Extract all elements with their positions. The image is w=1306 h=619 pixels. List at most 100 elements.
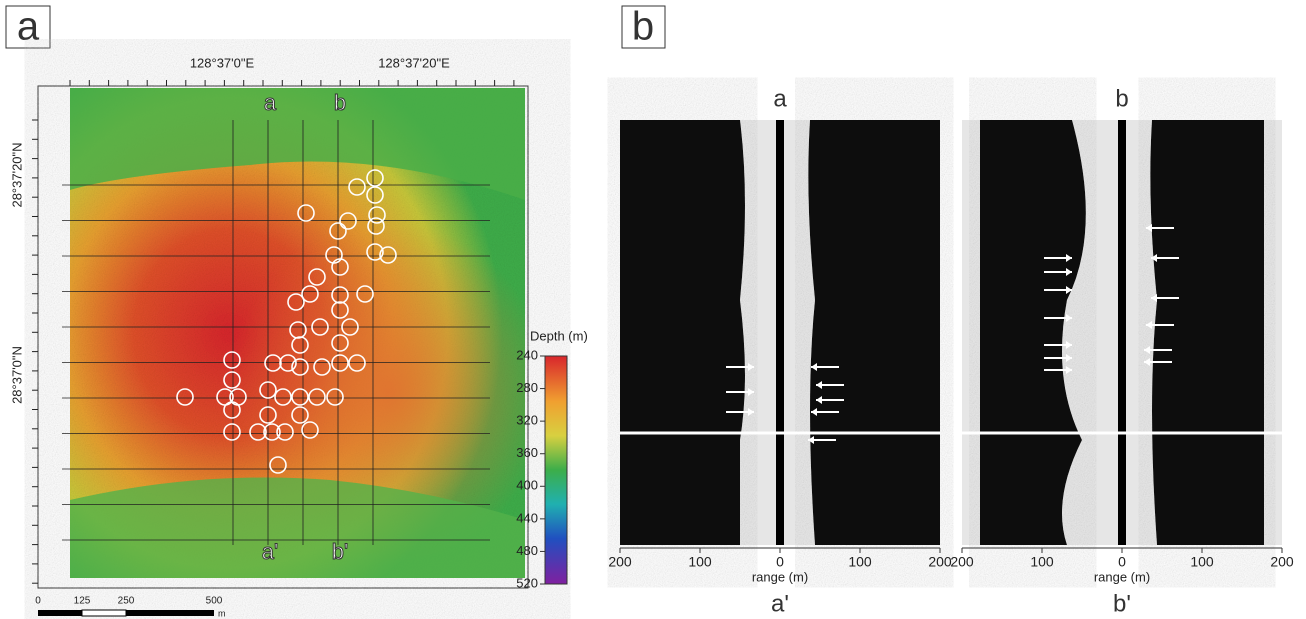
axis-tick-label: 200: [928, 554, 952, 570]
scale-unit: m: [218, 608, 226, 618]
colorbar-ticks: 240 280 320 360 400 440 480 520: [516, 347, 545, 590]
arrow-head: [1151, 254, 1157, 262]
site-marker: [291, 406, 309, 424]
profile-label: b': [1113, 590, 1131, 617]
axis-title: range (m): [1094, 569, 1150, 584]
panel-label-box: [5, 5, 51, 49]
axis-tick-label: 0: [1118, 554, 1126, 570]
arrow-head: [808, 436, 814, 444]
axis-tick-label: 200: [608, 554, 632, 570]
site-marker: [279, 354, 297, 372]
panel-label: a: [17, 5, 40, 49]
site-marker: [291, 336, 309, 354]
arrow-head: [1144, 358, 1150, 366]
site-marker: [366, 186, 384, 204]
profile-label: b: [1115, 85, 1128, 112]
arrow-head: [1066, 254, 1072, 262]
site-marker: [176, 388, 194, 406]
arrow-head: [748, 388, 754, 396]
site-marker: [329, 222, 347, 240]
arrow-head: [1066, 314, 1072, 322]
profile-label: a: [773, 85, 787, 112]
profile-label: a': [771, 590, 789, 617]
site-marker: [379, 246, 397, 264]
axis-tick-label: 100: [1190, 554, 1214, 570]
axis-tick-label: 0: [776, 554, 784, 570]
site-marker: [313, 358, 331, 376]
lat-label: 28°37'20"N: [9, 142, 24, 207]
site-marker: [308, 268, 326, 286]
site-marker: [331, 334, 349, 352]
site-marker: [274, 388, 292, 406]
site-marker: [325, 246, 343, 264]
arrow-head: [1144, 346, 1150, 354]
scale-label: 0: [35, 596, 41, 607]
profile-label: a: [264, 90, 277, 115]
axis-tick-label: 200: [1270, 554, 1294, 570]
axis-tick-label: 100: [1030, 554, 1054, 570]
lat-label: 28°37'0"N: [9, 346, 24, 404]
scale-segment: [81, 609, 127, 617]
axis-tick-label: 100: [848, 554, 872, 570]
site-marker: [308, 388, 326, 406]
site-marker: [263, 423, 281, 441]
colorbar: [544, 355, 568, 585]
nadir: [1118, 120, 1126, 545]
site-marker: [264, 354, 282, 372]
site-marker: [331, 354, 349, 372]
site-marker: [287, 293, 305, 311]
site-markers: [176, 169, 397, 474]
arrow-head: [1066, 366, 1072, 374]
profile-label: b': [332, 539, 348, 564]
sonar-return: [620, 120, 745, 545]
profile-label: a': [262, 539, 278, 564]
arrow-head: [1066, 286, 1072, 294]
axis-tick-label: 200: [950, 554, 974, 570]
panel-label-box: [621, 5, 666, 49]
site-marker: [276, 423, 294, 441]
site-marker: [356, 285, 374, 303]
colorbar-tick-label: 280: [516, 380, 538, 395]
arrow-head: [1066, 341, 1072, 349]
bathymetry-map: [70, 88, 525, 578]
site-marker: [223, 351, 241, 369]
colorbar-tick-label: 480: [516, 543, 538, 558]
site-marker: [326, 388, 344, 406]
site-marker: [339, 212, 357, 230]
site-marker: [348, 354, 366, 372]
arrow-head: [1146, 224, 1152, 232]
sonar-return: [1150, 120, 1264, 545]
site-marker: [311, 318, 329, 336]
colorbar-tick-label: 440: [516, 510, 538, 525]
site-marker: [259, 406, 277, 424]
colorbar-tick-label: 400: [516, 478, 538, 493]
profile-label: b: [334, 90, 346, 115]
arrow-head: [816, 381, 822, 389]
lon-label: 128°37'0"E: [190, 55, 255, 70]
arrow-head: [748, 408, 754, 416]
arrow-head: [811, 408, 817, 416]
scale-label: 500: [206, 596, 223, 607]
site-marker: [331, 258, 349, 276]
site-marker: [331, 286, 349, 304]
arrow-head: [811, 363, 817, 371]
site-marker: [223, 401, 241, 419]
site-marker: [301, 421, 319, 439]
scale-segment: [38, 610, 82, 616]
site-marker: [223, 371, 241, 389]
arrow-head: [1066, 354, 1072, 362]
scale-label: 250: [118, 596, 135, 607]
panel-label: b: [632, 5, 654, 49]
site-marker: [341, 318, 359, 336]
site-marker: [366, 169, 384, 187]
lon-label: 128°37'20"E: [378, 55, 450, 70]
site-marker: [249, 423, 267, 441]
site-marker: [348, 178, 366, 196]
axis-tick-label: 100: [688, 554, 712, 570]
site-marker: [269, 456, 287, 474]
sonar-return: [808, 120, 940, 545]
map-grid: [62, 120, 490, 545]
colorbar-tick-label: 240: [516, 347, 538, 362]
